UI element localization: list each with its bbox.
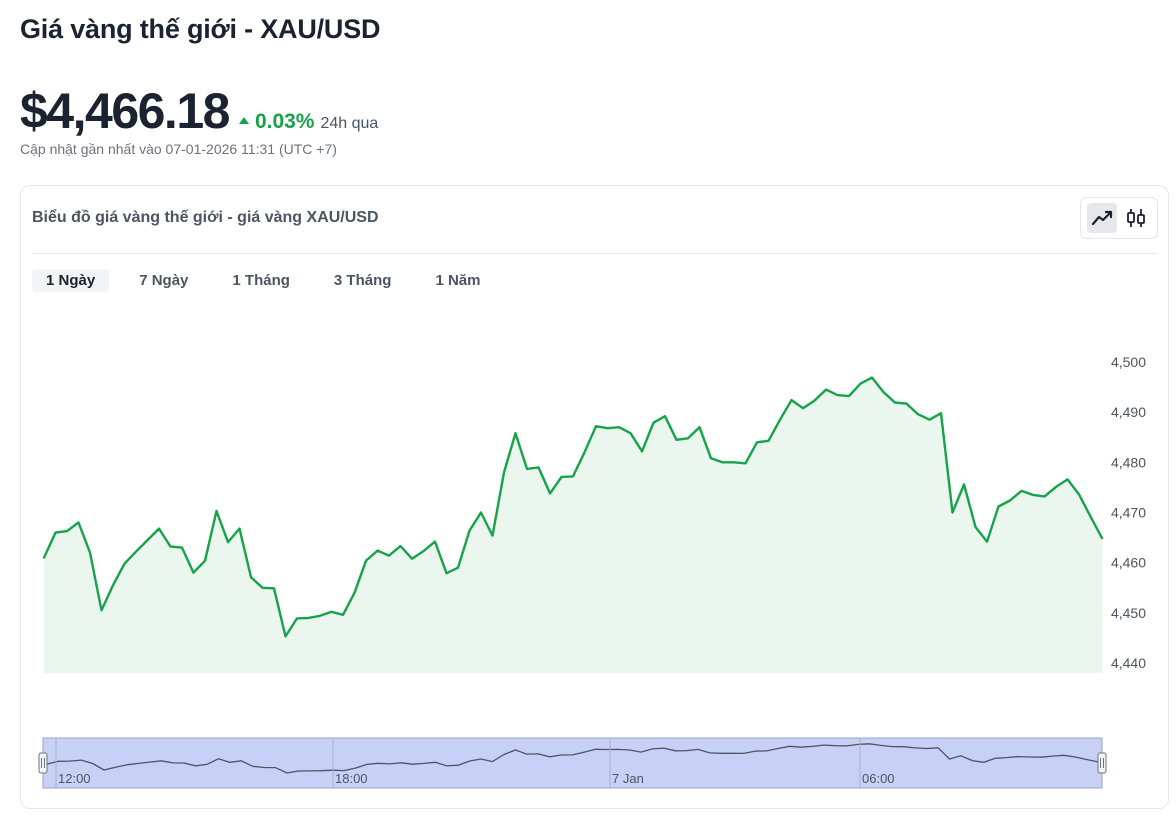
card-divider (32, 253, 1157, 254)
page-title: Giá vàng thế giới - XAU/USD (20, 14, 381, 44)
range-tabs: 1 Ngày 7 Ngày 1 Tháng 3 Tháng 1 Năm (32, 269, 510, 292)
navigator-label: 18:00 (335, 771, 368, 786)
chart-card-title: Biểu đồ giá vàng thế giới - giá vàng XAU… (32, 209, 379, 226)
tab-3-months[interactable]: 3 Tháng (333, 272, 392, 289)
candlestick-icon (1127, 209, 1145, 227)
tab-1-year[interactable]: 1 Năm (435, 272, 481, 289)
line-chart-button[interactable] (1087, 203, 1117, 233)
navigator-window (42, 737, 1103, 789)
up-arrow-icon (238, 117, 249, 124)
chart-type-switcher (1080, 197, 1158, 239)
y-tick-label: 4,480 (1111, 454, 1146, 470)
y-tick-label: 4,470 (1111, 505, 1146, 521)
y-tick-label: 4,490 (1111, 404, 1146, 420)
price-row: $4,466.18 0.03% 24h qua (20, 82, 378, 140)
tab-1-day[interactable]: 1 Ngày (32, 269, 110, 292)
navigator-right-handle[interactable] (1097, 752, 1107, 774)
tab-7-days[interactable]: 7 Ngày (139, 272, 189, 289)
navigator-left-handle[interactable] (38, 752, 48, 774)
navigator-line (46, 743, 1099, 774)
last-updated: Cập nhật gần nhất vào 07-01-2026 11:31 (… (20, 141, 337, 157)
y-tick-label: 4,450 (1111, 605, 1146, 621)
tab-1-month[interactable]: 1 Tháng (232, 272, 290, 289)
price-area (44, 377, 1102, 673)
y-tick-label: 4,440 (1111, 655, 1146, 671)
price-line (42, 376, 1104, 638)
y-tick-label: 4,460 (1111, 555, 1146, 571)
candlestick-button[interactable] (1121, 203, 1151, 233)
navigator-label: 06:00 (862, 771, 895, 786)
current-price: $4,466.18 (20, 83, 230, 139)
line-chart-icon (1091, 210, 1113, 226)
y-tick-label: 4,500 (1111, 354, 1146, 370)
navigator-label: 7 Jan (612, 771, 644, 786)
navigator-label: 12:00 (58, 771, 91, 786)
change-period: 24h qua (320, 115, 379, 132)
price-change: 0.03% 24h qua (238, 110, 379, 134)
change-percent: 0.03% (254, 110, 315, 133)
